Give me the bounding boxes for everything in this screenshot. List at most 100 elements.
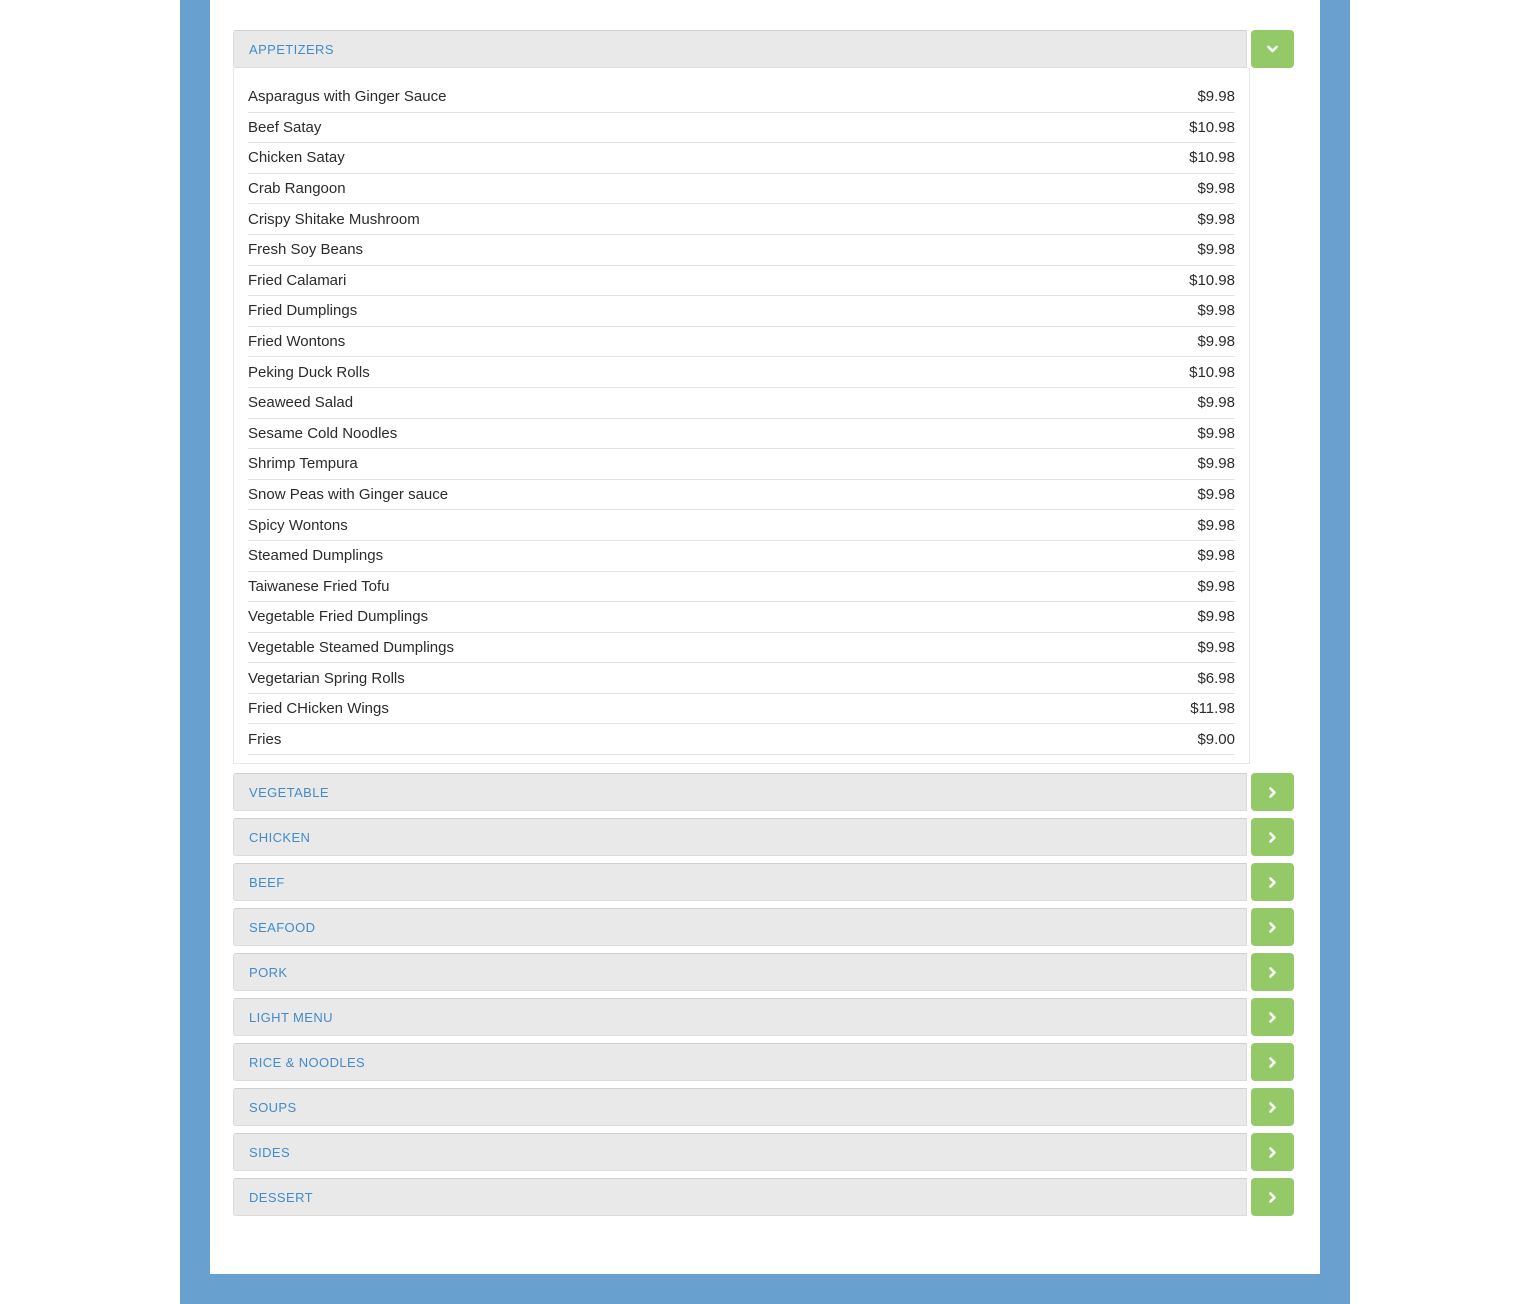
section-header-pork[interactable]: PORK — [233, 953, 1247, 992]
section-header-row: VEGETABLE — [233, 773, 1294, 812]
section-header-seafood[interactable]: SEAFOOD — [233, 908, 1247, 947]
chevron-right-icon — [1265, 1190, 1280, 1205]
accordion-section-collapsed: BEEF — [233, 863, 1294, 902]
section-title: APPETIZERS — [249, 41, 334, 57]
menu-item-name: Shrimp Tempura — [248, 455, 358, 473]
menu-item-row: Spicy Wontons $9.98 — [248, 510, 1235, 541]
section-header-row: DESSERT — [233, 1178, 1294, 1217]
section-header-soups[interactable]: SOUPS — [233, 1088, 1247, 1127]
expand-section-button[interactable] — [1251, 773, 1294, 812]
menu-item-row: Fresh Soy Beans $9.98 — [248, 235, 1235, 266]
menu-item-row: Taiwanese Fried Tofu $9.98 — [248, 572, 1235, 603]
menu-item-list: Asparagus with Ginger Sauce $9.98 Beef S… — [233, 68, 1250, 765]
section-header-row: SEAFOOD — [233, 908, 1294, 947]
section-header-row: LIGHT MENU — [233, 998, 1294, 1037]
menu-item-row: Beef Satay $10.98 — [248, 113, 1235, 144]
menu-item-row: Fried Wontons $9.98 — [248, 327, 1235, 358]
menu-item-row: Vegetable Steamed Dumplings $9.98 — [248, 633, 1235, 664]
section-title: CHICKEN — [249, 829, 311, 845]
menu-item-price: $9.98 — [1197, 333, 1235, 351]
accordion-section-collapsed: SOUPS — [233, 1088, 1294, 1127]
section-header-row: BEEF — [233, 863, 1294, 902]
menu-item-price: $9.98 — [1197, 302, 1235, 320]
menu-item-price: $9.98 — [1197, 547, 1235, 565]
menu-item-price: $9.98 — [1197, 210, 1235, 228]
chevron-right-icon — [1265, 920, 1280, 935]
accordion-section-collapsed: SEAFOOD — [233, 908, 1294, 947]
menu-item-row: Vegetarian Spring Rolls $6.98 — [248, 663, 1235, 694]
expand-section-button[interactable] — [1251, 1088, 1294, 1127]
menu-item-row: Crispy Shitake Mushroom $9.98 — [248, 204, 1235, 235]
collapse-section-button[interactable] — [1251, 30, 1294, 68]
section-header-vegetable[interactable]: VEGETABLE — [233, 773, 1247, 812]
menu-item-price: $9.98 — [1197, 486, 1235, 504]
chevron-right-icon — [1265, 830, 1280, 845]
expand-section-button[interactable] — [1251, 863, 1294, 902]
menu-item-name: Seaweed Salad — [248, 394, 354, 412]
section-header-sides[interactable]: SIDES — [233, 1133, 1247, 1172]
chevron-right-icon — [1265, 1010, 1280, 1025]
menu-item-price: $9.98 — [1197, 638, 1235, 656]
menu-item-name: Crab Rangoon — [248, 180, 346, 198]
section-title: VEGETABLE — [249, 784, 329, 800]
menu-item-name: Crispy Shitake Mushroom — [248, 210, 420, 228]
accordion-section-collapsed: PORK — [233, 953, 1294, 992]
section-header-appetizers[interactable]: APPETIZERS — [233, 30, 1247, 68]
menu-item-price: $9.98 — [1197, 241, 1235, 259]
collapsed-sections: VEGETABLE CHICKEN — [233, 773, 1294, 1217]
section-header-rice-noodles[interactable]: RICE & NOODLES — [233, 1043, 1247, 1082]
menu-item-price: $9.98 — [1197, 88, 1235, 106]
menu-item-price: $9.98 — [1197, 516, 1235, 534]
menu-item-price: $10.98 — [1189, 363, 1235, 381]
menu-item-price: $9.98 — [1197, 608, 1235, 626]
section-header-row: RICE & NOODLES — [233, 1043, 1294, 1082]
accordion-section-collapsed: RICE & NOODLES — [233, 1043, 1294, 1082]
section-header-row: APPETIZERS — [233, 30, 1294, 68]
menu-item-name: Vegetable Steamed Dumplings — [248, 638, 454, 656]
section-title: SIDES — [249, 1144, 291, 1160]
blue-border-frame: APPETIZERS Asparagus with Ginger Sauce $… — [180, 0, 1350, 1304]
menu-item-row: Crab Rangoon $9.98 — [248, 174, 1235, 205]
menu-item-row: Steamed Dumplings $9.98 — [248, 541, 1235, 572]
menu-item-name: Asparagus with Ginger Sauce — [248, 88, 447, 106]
section-header-chicken[interactable]: CHICKEN — [233, 818, 1247, 857]
expand-section-button[interactable] — [1251, 953, 1294, 992]
section-header-dessert[interactable]: DESSERT — [233, 1178, 1247, 1217]
menu-item-name: Taiwanese Fried Tofu — [248, 577, 390, 595]
menu-item-name: Peking Duck Rolls — [248, 363, 370, 381]
accordion-section-collapsed: SIDES — [233, 1133, 1294, 1172]
chevron-right-icon — [1265, 785, 1280, 800]
section-header-beef[interactable]: BEEF — [233, 863, 1247, 902]
section-header-row: SIDES — [233, 1133, 1294, 1172]
menu-card: APPETIZERS Asparagus with Ginger Sauce $… — [210, 0, 1320, 1274]
chevron-right-icon — [1265, 875, 1280, 890]
menu-item-name: Fried CHicken Wings — [248, 700, 389, 718]
menu-item-name: Beef Satay — [248, 118, 322, 136]
section-title: RICE & NOODLES — [249, 1054, 366, 1070]
menu-item-row: Seaweed Salad $9.98 — [248, 388, 1235, 419]
menu-item-row: Vegetable Fried Dumplings $9.98 — [248, 602, 1235, 633]
section-title: SOUPS — [249, 1099, 297, 1115]
expand-section-button[interactable] — [1251, 1043, 1294, 1082]
menu-item-name: Chicken Satay — [248, 149, 345, 167]
section-header-light-menu[interactable]: LIGHT MENU — [233, 998, 1247, 1037]
menu-item-price: $10.98 — [1189, 271, 1235, 289]
section-title: LIGHT MENU — [249, 1009, 333, 1025]
accordion-section-expanded: APPETIZERS Asparagus with Ginger Sauce $… — [233, 30, 1294, 765]
section-title: DESSERT — [249, 1189, 313, 1205]
menu-item-name: Fresh Soy Beans — [248, 241, 364, 259]
expand-section-button[interactable] — [1251, 1133, 1294, 1172]
menu-item-price: $10.98 — [1189, 118, 1235, 136]
menu-item-price: $6.98 — [1197, 669, 1235, 687]
expand-section-button[interactable] — [1251, 1178, 1294, 1217]
menu-item-row: Chicken Satay $10.98 — [248, 143, 1235, 174]
expand-section-button[interactable] — [1251, 998, 1294, 1037]
menu-item-price: $11.98 — [1190, 700, 1235, 718]
menu-item-row: Asparagus with Ginger Sauce $9.98 — [248, 82, 1235, 113]
menu-item-name: Vegetarian Spring Rolls — [248, 669, 405, 687]
menu-item-price: $9.98 — [1197, 455, 1235, 473]
expand-section-button[interactable] — [1251, 908, 1294, 947]
expand-section-button[interactable] — [1251, 818, 1294, 857]
section-title: BEEF — [249, 874, 285, 890]
menu-item-price: $10.98 — [1189, 149, 1235, 167]
